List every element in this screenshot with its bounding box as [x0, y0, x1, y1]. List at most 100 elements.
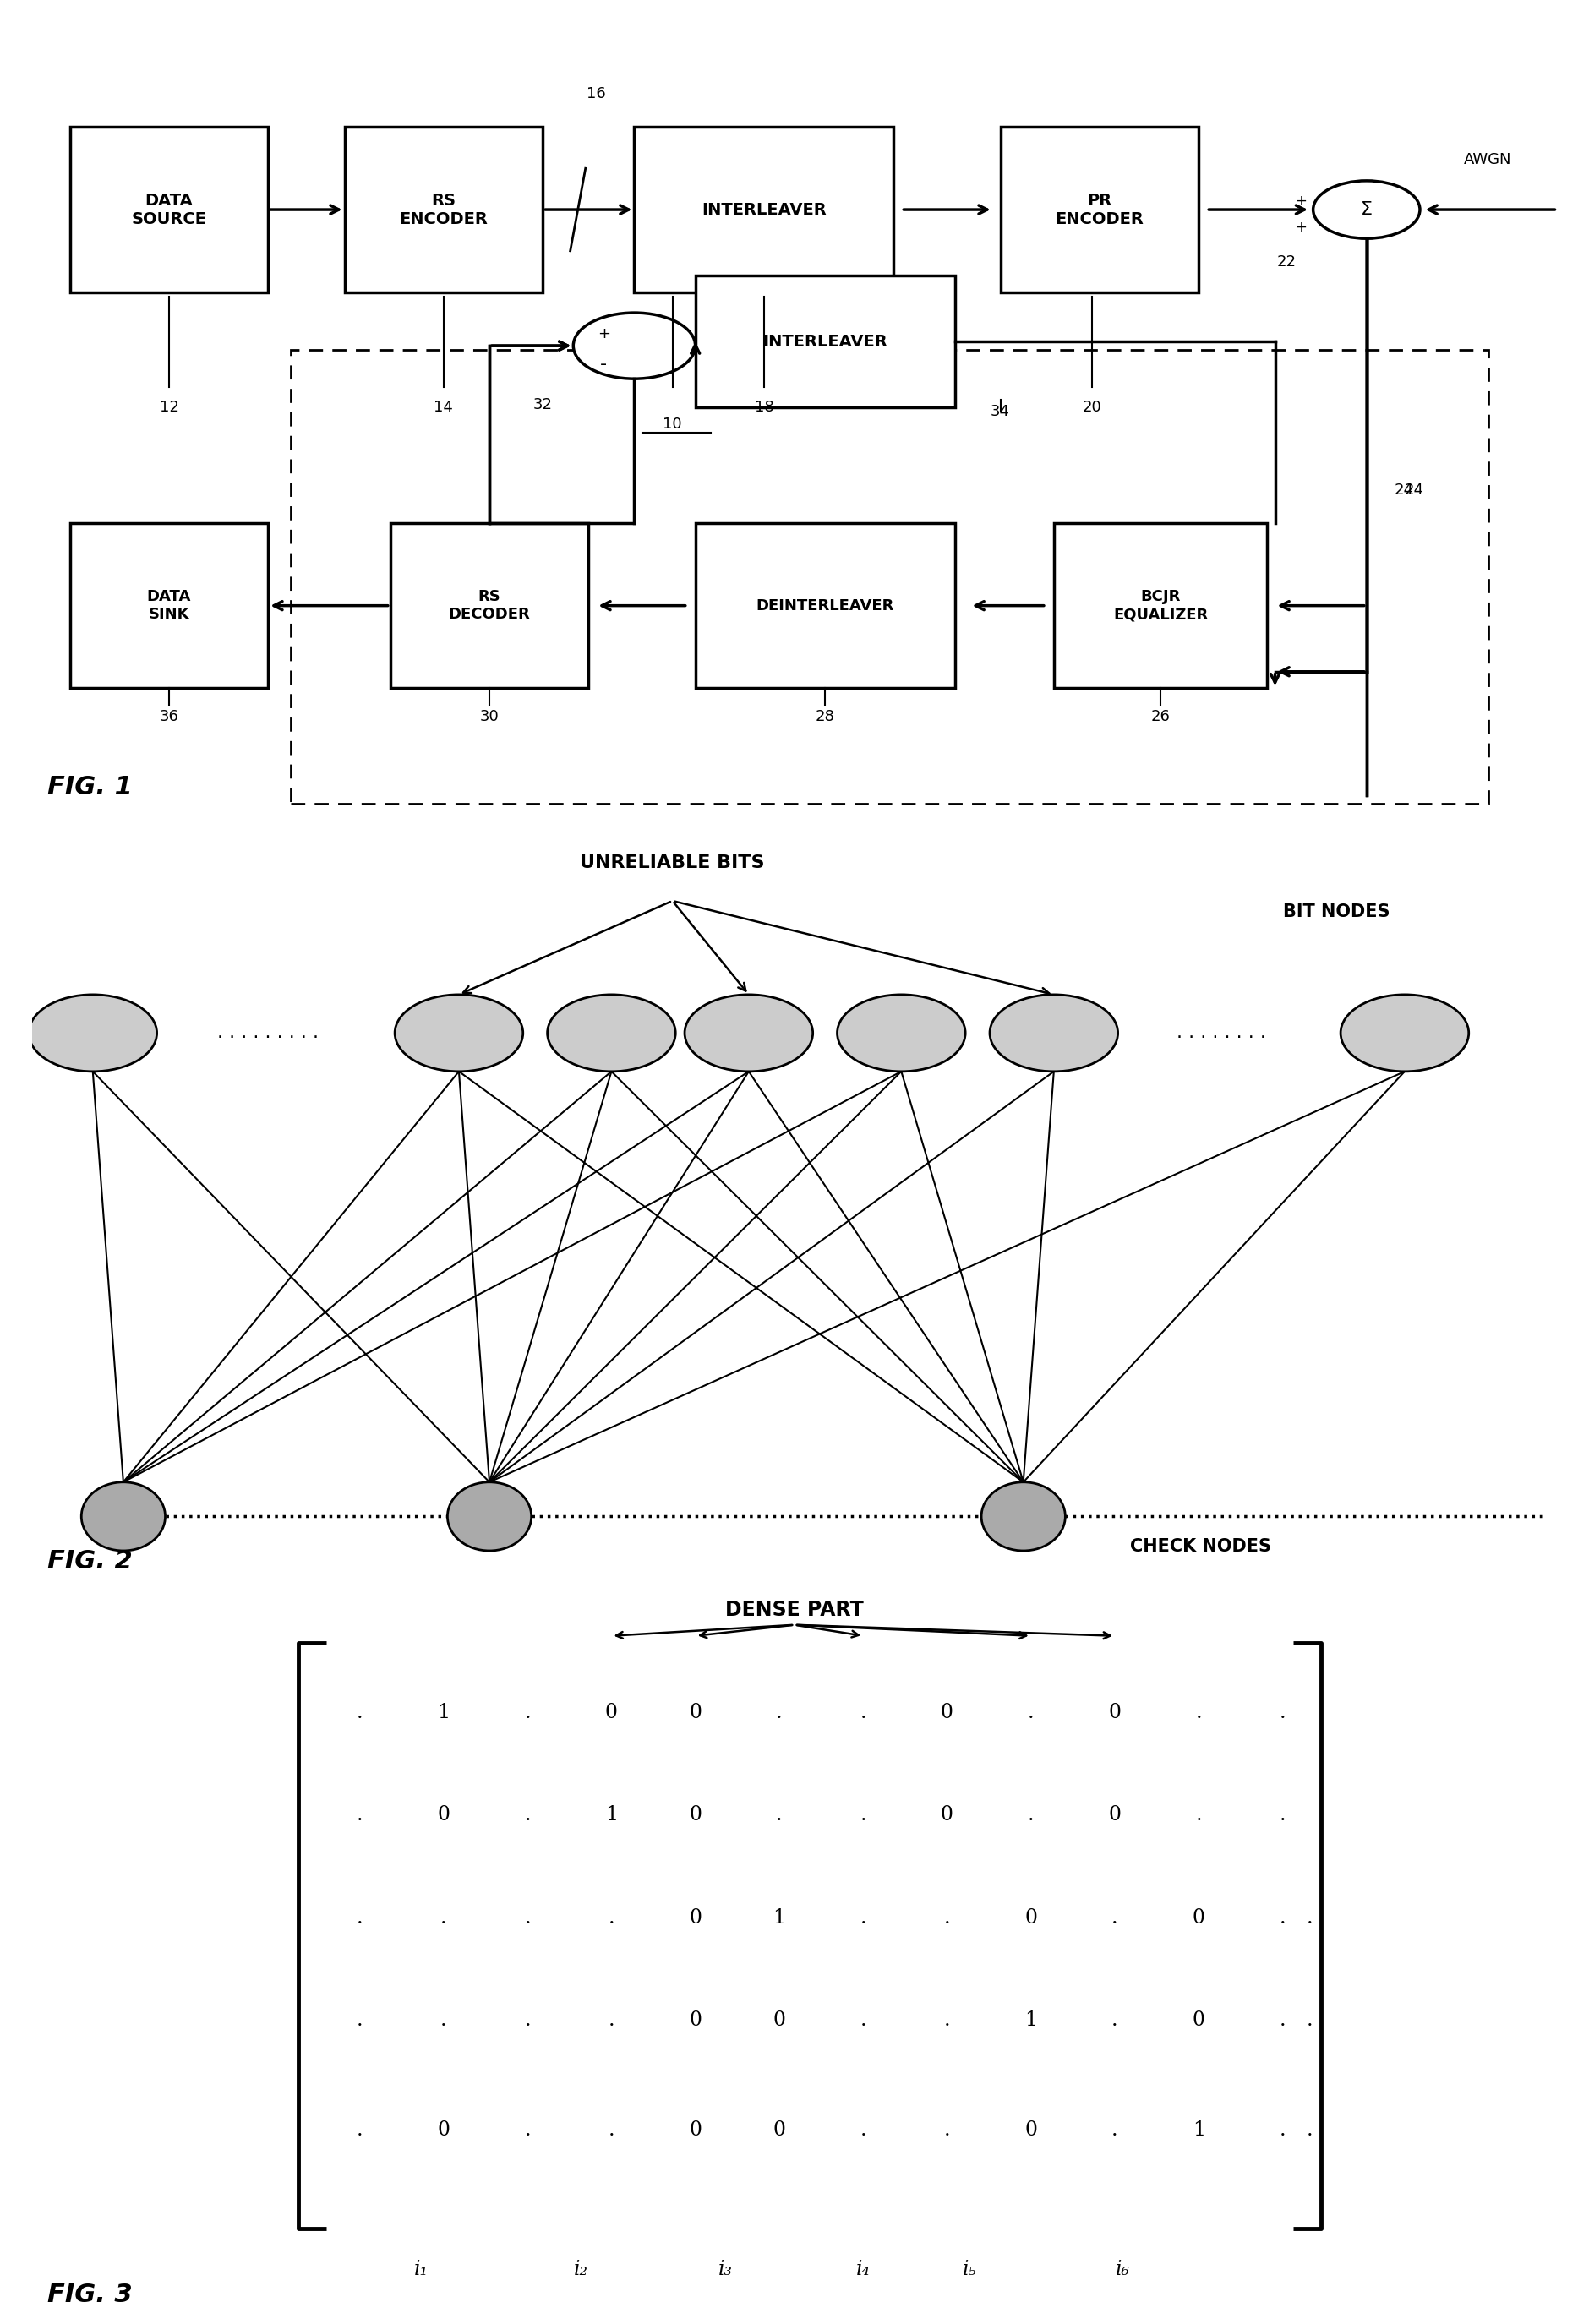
- Circle shape: [574, 314, 696, 379]
- Text: 0: 0: [1109, 1806, 1122, 1824]
- Text: .: .: [524, 1908, 531, 1927]
- Text: 20: 20: [1082, 400, 1101, 416]
- Ellipse shape: [982, 1483, 1065, 1550]
- Text: i₁: i₁: [413, 2259, 427, 2280]
- Text: .: .: [609, 1908, 615, 1927]
- Text: .: .: [609, 2010, 615, 2029]
- Text: .: .: [609, 2119, 615, 2140]
- Text: .: .: [1306, 1908, 1314, 1927]
- Text: .: .: [356, 2119, 362, 2140]
- Text: .: .: [524, 2119, 531, 2140]
- Ellipse shape: [990, 995, 1119, 1071]
- Text: 0: 0: [941, 1806, 953, 1824]
- Text: .: .: [1028, 1703, 1034, 1722]
- Text: 0: 0: [690, 1703, 702, 1722]
- Text: .: .: [1112, 2010, 1119, 2029]
- Text: 26: 26: [1150, 709, 1170, 725]
- Ellipse shape: [394, 995, 523, 1071]
- Text: 24: 24: [1405, 483, 1424, 497]
- Text: .: .: [1306, 2010, 1314, 2029]
- Text: PR
ENCODER: PR ENCODER: [1055, 193, 1144, 228]
- Text: .: .: [944, 2010, 950, 2029]
- Text: 1: 1: [1025, 2010, 1038, 2029]
- Text: .: .: [356, 1908, 362, 1927]
- Text: DENSE PART: DENSE PART: [725, 1601, 864, 1620]
- Text: .: .: [1279, 2119, 1286, 2140]
- Text: INTERLEAVER: INTERLEAVER: [702, 202, 826, 218]
- Ellipse shape: [685, 995, 814, 1071]
- Text: 32: 32: [532, 397, 553, 414]
- Text: .: .: [524, 1806, 531, 1824]
- Text: 10: 10: [663, 416, 682, 432]
- Text: 0: 0: [1109, 1703, 1122, 1722]
- Text: .: .: [1028, 1806, 1034, 1824]
- Text: .: .: [356, 1806, 362, 1824]
- Bar: [391, 523, 588, 688]
- Text: 0: 0: [690, 1806, 702, 1824]
- Text: .: .: [1195, 1703, 1201, 1722]
- Text: .: .: [1195, 1806, 1201, 1824]
- Text: 0: 0: [605, 1703, 618, 1722]
- Text: RS
DECODER: RS DECODER: [448, 590, 531, 623]
- Bar: [345, 128, 543, 293]
- Text: i₄: i₄: [856, 2259, 871, 2280]
- Text: 0: 0: [690, 1908, 702, 1927]
- Text: AWGN: AWGN: [1463, 153, 1511, 167]
- Ellipse shape: [448, 1483, 531, 1550]
- Text: FIG. 1: FIG. 1: [48, 774, 132, 799]
- Bar: [70, 128, 269, 293]
- Text: i₃: i₃: [718, 2259, 733, 2280]
- Text: .: .: [860, 2119, 866, 2140]
- Text: 16: 16: [586, 86, 605, 102]
- Text: 34: 34: [990, 404, 1011, 418]
- Text: 1: 1: [605, 1806, 618, 1824]
- Text: i₆: i₆: [1115, 2259, 1130, 2280]
- Text: 28: 28: [815, 709, 834, 725]
- Text: 0: 0: [1192, 1908, 1204, 1927]
- Text: 0: 0: [437, 1806, 450, 1824]
- Text: +: +: [1295, 218, 1306, 235]
- Text: .: .: [1279, 2010, 1286, 2029]
- Text: CHECK NODES: CHECK NODES: [1130, 1538, 1271, 1555]
- Text: INTERLEAVER: INTERLEAVER: [763, 335, 887, 349]
- Text: 12: 12: [159, 400, 178, 416]
- Text: 18: 18: [755, 400, 774, 416]
- Bar: [634, 128, 893, 293]
- Text: DEINTERLEAVER: DEINTERLEAVER: [756, 597, 895, 614]
- Ellipse shape: [547, 995, 675, 1071]
- Text: 0: 0: [690, 2119, 702, 2140]
- Text: i₂: i₂: [574, 2259, 588, 2280]
- Ellipse shape: [1341, 995, 1468, 1071]
- Text: FIG. 3: FIG. 3: [48, 2282, 132, 2308]
- Bar: [70, 523, 269, 688]
- Text: .: .: [1279, 1908, 1286, 1927]
- Text: . . . . . . . .: . . . . . . . .: [1177, 1025, 1266, 1041]
- Text: .: .: [1306, 2119, 1314, 2140]
- Ellipse shape: [81, 1483, 165, 1550]
- Text: .: .: [775, 1703, 782, 1722]
- Text: 0: 0: [1025, 1908, 1038, 1927]
- Bar: [696, 523, 955, 688]
- Text: .: .: [1279, 1806, 1286, 1824]
- Text: .: .: [860, 1703, 866, 1722]
- Text: 1: 1: [772, 1908, 785, 1927]
- Text: 0: 0: [772, 2119, 785, 2140]
- Circle shape: [1313, 181, 1421, 239]
- Text: .: .: [1112, 1908, 1119, 1927]
- Text: +: +: [597, 328, 610, 342]
- Bar: [291, 351, 1489, 804]
- Text: .: .: [775, 1806, 782, 1824]
- Text: .: .: [1279, 1703, 1286, 1722]
- Bar: [696, 277, 955, 407]
- Text: 1: 1: [1192, 2119, 1204, 2140]
- Text: BIT NODES: BIT NODES: [1282, 904, 1389, 920]
- Text: .: .: [944, 2119, 950, 2140]
- Text: DATA
SINK: DATA SINK: [146, 590, 191, 623]
- Text: RS
ENCODER: RS ENCODER: [399, 193, 488, 228]
- Text: 22: 22: [1276, 253, 1297, 270]
- Text: 0: 0: [941, 1703, 953, 1722]
- Text: . . . . . . . . .: . . . . . . . . .: [218, 1025, 319, 1041]
- Text: .: .: [440, 1908, 447, 1927]
- Text: 30: 30: [480, 709, 499, 725]
- Text: 36: 36: [159, 709, 178, 725]
